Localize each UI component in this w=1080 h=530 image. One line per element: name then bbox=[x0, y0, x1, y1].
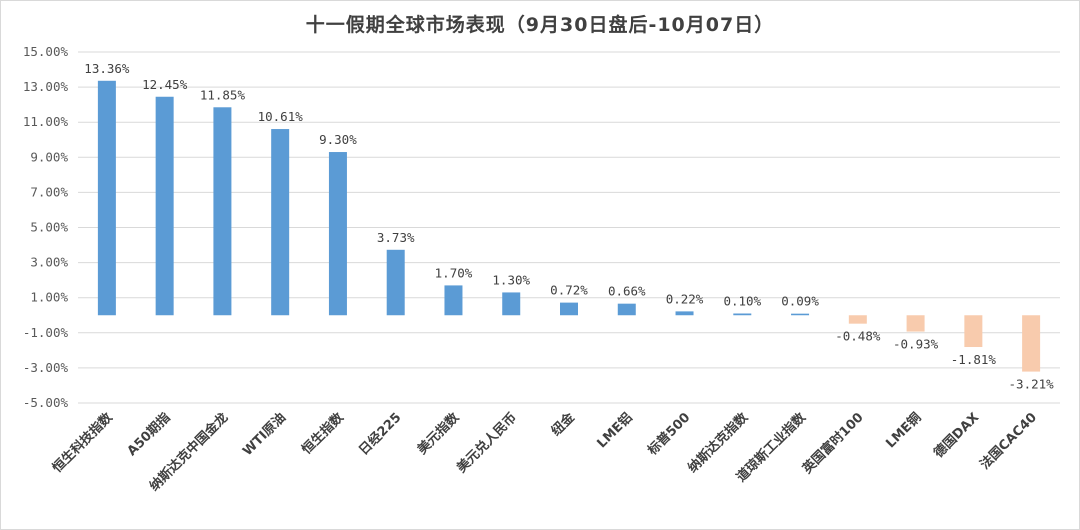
data-label: 1.30% bbox=[492, 272, 530, 287]
y-tick-label: -5.00% bbox=[23, 395, 69, 410]
y-tick-label: -1.00% bbox=[23, 325, 69, 340]
x-tick-label: 美元指数 bbox=[414, 409, 463, 458]
data-label: -0.48% bbox=[835, 329, 881, 344]
data-label: -1.81% bbox=[951, 352, 997, 367]
x-tick-label: 日经225 bbox=[356, 410, 405, 459]
data-label: 11.85% bbox=[200, 87, 246, 102]
bar bbox=[386, 249, 405, 316]
data-label: 12.45% bbox=[142, 77, 188, 92]
bar bbox=[675, 311, 694, 316]
data-label: 1.70% bbox=[435, 265, 473, 280]
chart-title: 十一假期全球市场表现（9月30日盘后-10月07日） bbox=[305, 14, 775, 36]
x-tick-label: 德国DAX bbox=[931, 410, 983, 462]
y-tick-label: 15.00% bbox=[23, 44, 69, 59]
y-tick-label: 9.00% bbox=[30, 149, 68, 164]
x-tick-label: WTI原油 bbox=[239, 410, 289, 460]
x-tick-label: 恒生指数 bbox=[299, 409, 348, 458]
bar bbox=[502, 292, 521, 316]
bar bbox=[271, 129, 290, 316]
bar bbox=[97, 80, 116, 316]
bar bbox=[328, 152, 347, 316]
x-tick-label: 美元兑人民币 bbox=[454, 410, 520, 476]
bar bbox=[791, 313, 810, 316]
bar bbox=[906, 315, 925, 332]
data-label: -0.93% bbox=[893, 337, 939, 352]
data-label: 9.30% bbox=[319, 132, 357, 147]
data-label: 3.73% bbox=[377, 230, 415, 245]
y-tick-label: 1.00% bbox=[30, 290, 68, 305]
bar bbox=[560, 302, 578, 316]
data-label: 0.72% bbox=[550, 283, 588, 298]
data-label: -3.21% bbox=[1009, 377, 1055, 392]
x-tick-label: 标普500 bbox=[644, 410, 694, 460]
y-tick-label: 11.00% bbox=[23, 114, 69, 129]
y-tick-label: 5.00% bbox=[30, 220, 68, 235]
data-label: 0.10% bbox=[723, 293, 761, 308]
bar bbox=[1022, 315, 1041, 372]
data-label: 13.36% bbox=[84, 61, 130, 76]
y-tick-label: 13.00% bbox=[23, 79, 69, 94]
y-tick-label: 7.00% bbox=[30, 184, 68, 199]
data-label: 0.66% bbox=[608, 284, 646, 299]
bar bbox=[444, 285, 463, 316]
bar bbox=[848, 315, 867, 324]
x-tick-label: 英国富时100 bbox=[799, 410, 867, 478]
x-tick-label: LME铜 bbox=[883, 410, 925, 452]
bar bbox=[617, 303, 636, 316]
x-tick-label: 法国CAC40 bbox=[977, 410, 1040, 473]
x-tick-label: 纽金 bbox=[548, 409, 578, 439]
bar bbox=[213, 107, 232, 316]
data-label: 0.09% bbox=[781, 294, 819, 309]
bar bbox=[155, 96, 174, 316]
x-tick-label: 恒生科技指数 bbox=[49, 409, 116, 476]
data-label: 10.61% bbox=[258, 109, 304, 124]
bar bbox=[733, 313, 752, 316]
x-tick-label: A50期指 bbox=[124, 410, 174, 460]
y-tick-label: -3.00% bbox=[23, 360, 69, 375]
data-label: 0.22% bbox=[666, 291, 704, 306]
x-tick-label: LME铝 bbox=[594, 410, 636, 452]
y-tick-label: 3.00% bbox=[30, 255, 68, 270]
bar bbox=[964, 315, 983, 348]
